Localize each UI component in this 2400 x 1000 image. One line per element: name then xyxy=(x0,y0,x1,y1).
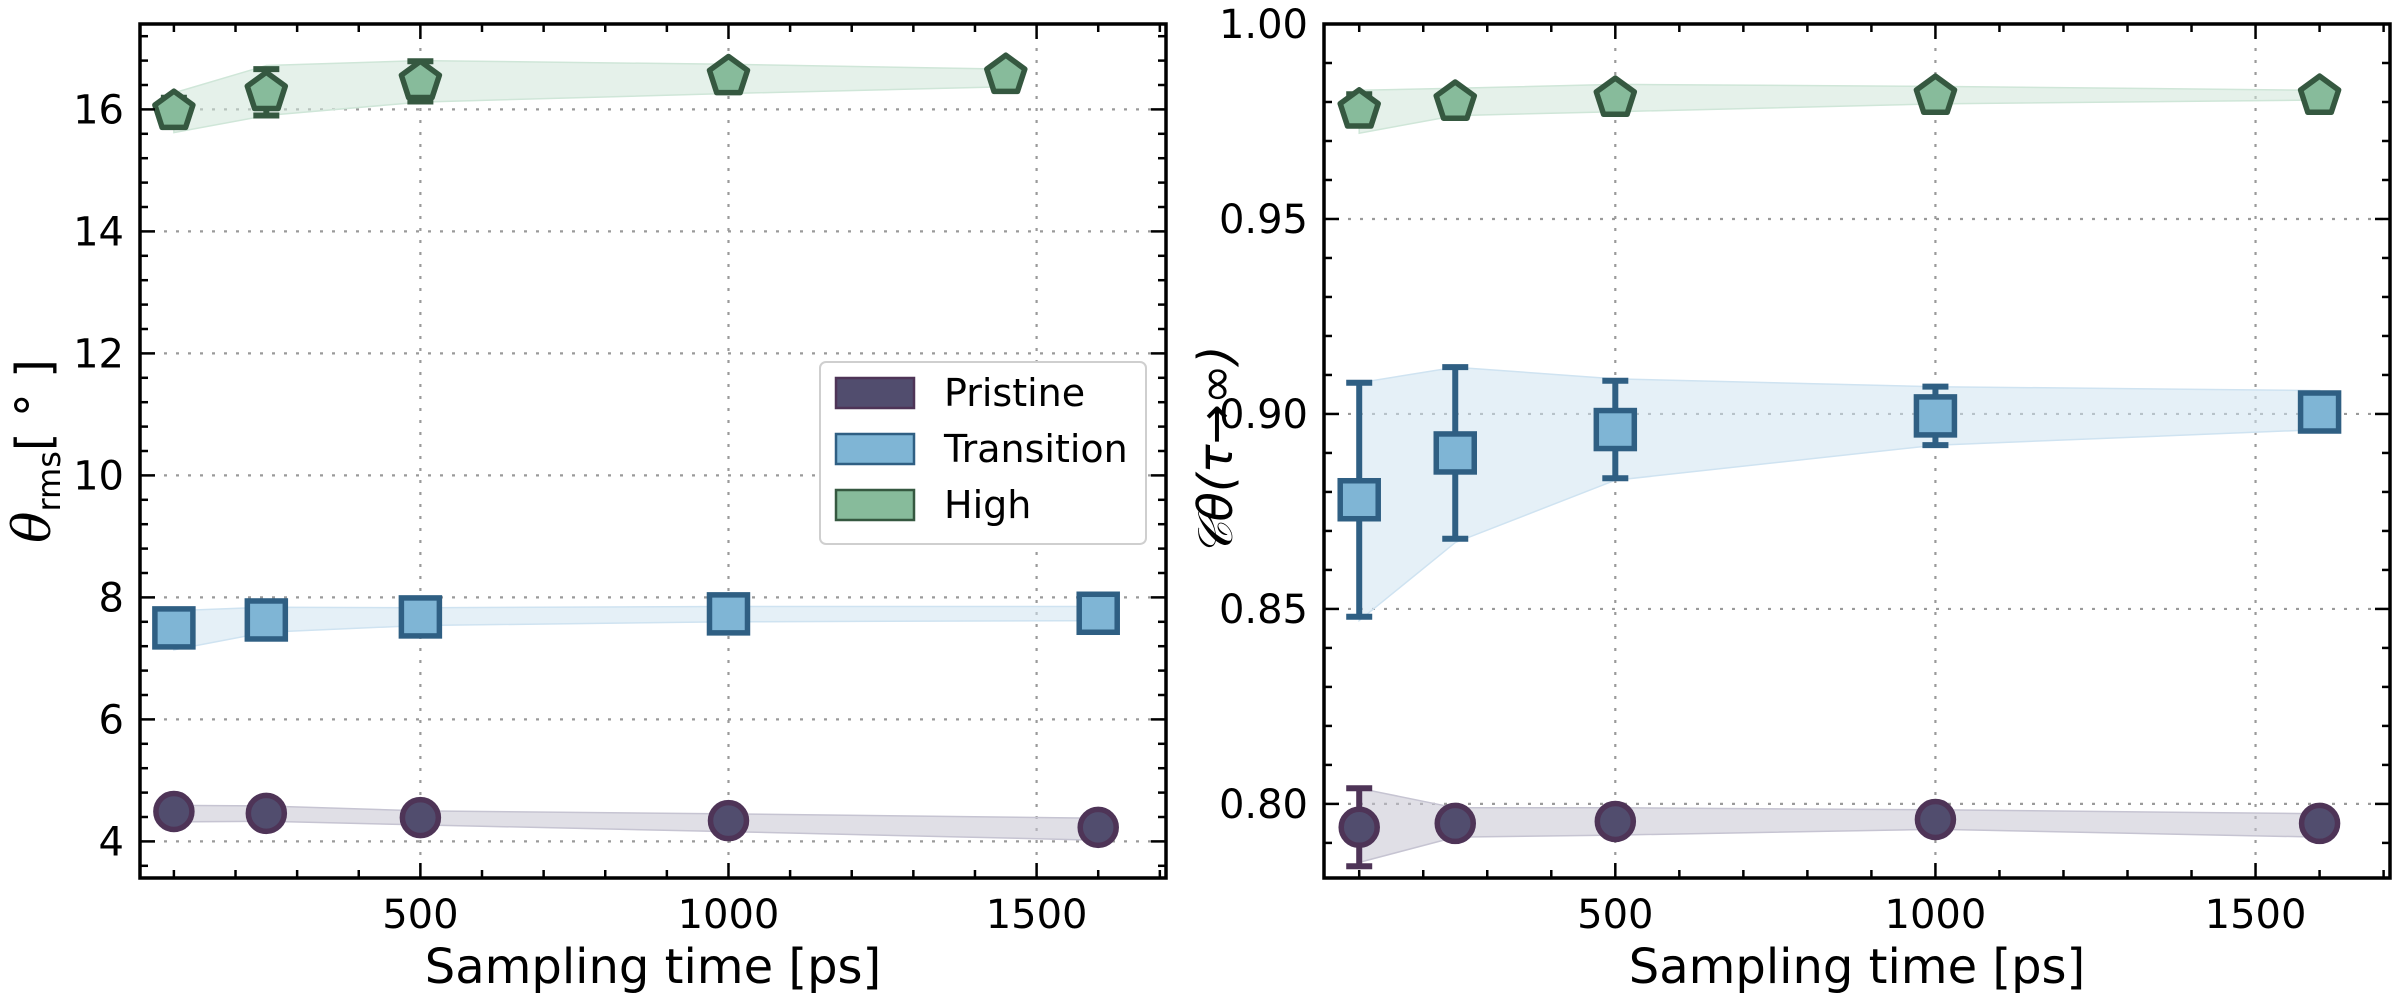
y-tick-label: 12 xyxy=(73,331,124,377)
data-point xyxy=(244,598,289,642)
confidence-band xyxy=(1358,787,2321,864)
data-point xyxy=(1914,798,1957,841)
data-point xyxy=(2298,802,2341,845)
data-point xyxy=(1077,806,1119,849)
plot-frame xyxy=(1322,22,2392,880)
series-pristine xyxy=(153,790,1119,849)
series-high xyxy=(152,52,1028,134)
x-tick-label: 500 xyxy=(1577,892,1653,938)
data-point xyxy=(706,53,751,96)
data-point xyxy=(1593,75,1638,118)
y-tick-label: 8 xyxy=(99,575,124,621)
data-point xyxy=(399,796,442,839)
data-point xyxy=(1594,800,1637,843)
legend-swatch-pristine xyxy=(834,376,916,410)
y-tick-label: 6 xyxy=(99,697,124,743)
data-point xyxy=(1913,394,1958,438)
data-point xyxy=(153,790,195,833)
data-point xyxy=(245,792,288,835)
data-point xyxy=(244,69,289,112)
legend-swatch-high xyxy=(834,488,916,522)
data-point xyxy=(398,595,443,639)
x-tick-label: 1500 xyxy=(2205,892,2307,938)
y-tick-label: 4 xyxy=(99,819,124,865)
confidence-band xyxy=(173,804,1099,841)
y-axis-title: θrms[ ° ] xyxy=(3,359,68,543)
x-axis-title: Sampling time [ps] xyxy=(1629,939,2086,995)
data-point xyxy=(1593,407,1638,452)
series-transition xyxy=(152,591,1120,651)
data-point xyxy=(1434,802,1476,845)
series-pristine xyxy=(1338,785,2341,870)
data-point xyxy=(152,88,196,131)
y-tick-label: 1.00 xyxy=(1219,2,1308,48)
x-tick-label: 1500 xyxy=(986,892,1088,938)
legend-swatch-transition xyxy=(834,432,916,466)
y-tick-label: 0.85 xyxy=(1219,587,1308,633)
x-tick-label: 500 xyxy=(382,892,458,938)
legend-label-transition: Transition xyxy=(943,427,1128,471)
x-axis-title: Sampling time [ps] xyxy=(425,939,882,995)
data-point xyxy=(1433,79,1478,121)
data-point xyxy=(1913,73,1958,116)
data-point xyxy=(398,58,443,101)
legend-label-pristine: Pristine xyxy=(944,371,1085,415)
right-panel: 500 1000 1500 0.80 0.85 0.90 0.95 1.00 Sampling … xyxy=(1188,2,2392,995)
series-transition xyxy=(1337,364,2342,623)
confidence-band xyxy=(173,605,1099,651)
y-tick-label: 14 xyxy=(73,209,124,255)
legend: Pristine Transition High xyxy=(819,361,1147,545)
data-point xyxy=(706,592,751,636)
confidence-band xyxy=(173,59,1007,134)
data-point xyxy=(1433,431,1477,475)
y-axis-title: 𝒞θ(τ→∞) xyxy=(1188,346,1244,557)
data-point xyxy=(2297,73,2342,116)
series-high xyxy=(1337,73,2342,135)
data-point xyxy=(707,799,750,842)
confidence-band xyxy=(1358,83,2321,135)
data-point xyxy=(1076,591,1120,636)
y-tick-label: 16 xyxy=(73,87,124,133)
data-point xyxy=(1337,477,1381,522)
y-tick-label: 0.95 xyxy=(1219,197,1308,243)
data-point xyxy=(984,52,1028,95)
x-tick-label: 1000 xyxy=(678,892,780,938)
x-tick-label: 1000 xyxy=(1885,892,1987,938)
data-point xyxy=(152,606,196,650)
confidence-band xyxy=(1358,366,2321,623)
y-tick-label: 10 xyxy=(73,453,124,499)
y-tick-label: 0.80 xyxy=(1219,782,1308,828)
y-tick-label: 0.90 xyxy=(1219,392,1308,438)
data-point xyxy=(1337,87,1381,129)
data-point xyxy=(2297,390,2342,434)
left-panel: 500 1000 1500 4 6 8 10 12 14 16 Sampling time [ps]… xyxy=(3,22,1168,995)
legend-label-high: High xyxy=(944,483,1031,527)
data-point xyxy=(1338,806,1380,849)
